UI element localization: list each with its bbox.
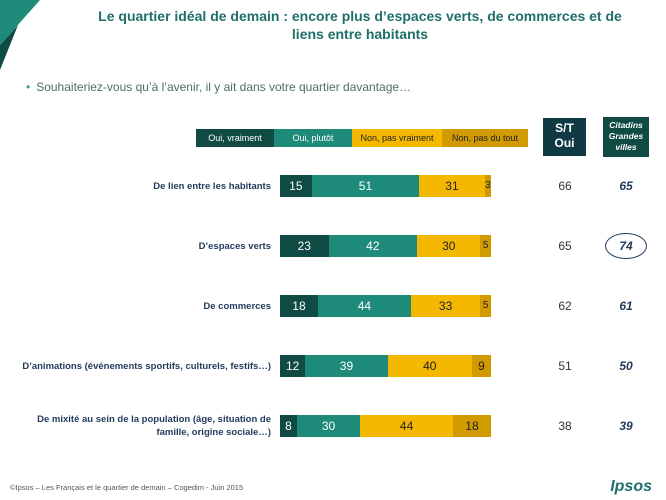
seg-oui-vraiment: 12 xyxy=(280,355,306,377)
category-label-line: De commerces xyxy=(203,300,271,312)
seg-oui-vraiment: 8 xyxy=(280,415,297,437)
seg-oui-plutot: 42 xyxy=(328,235,418,257)
corner-decoration xyxy=(0,0,40,70)
seg-oui-plutot: 30 xyxy=(296,415,361,437)
seg-oui-vraiment: 15 xyxy=(280,175,312,197)
citadins-header: Citadins Grandes villes xyxy=(603,117,649,157)
footer-text: ©Ipsos – Les Français et le quartier de … xyxy=(10,483,244,492)
bar-row: 15 51 31 3 xyxy=(280,175,491,197)
legend: Oui, vraiment Oui, plutôt Non, pas vraim… xyxy=(196,129,528,147)
st-oui-value: 65 xyxy=(558,239,572,253)
category-label: De lien entre les habitants xyxy=(6,180,271,193)
legend-item-oui-vraiment: Oui, vraiment xyxy=(196,129,274,147)
citadins-value: 61 xyxy=(619,299,633,313)
seg-non-pas-vraiment: 33 xyxy=(410,295,481,317)
seg-non-pas-du-tout: 5 xyxy=(480,235,491,257)
st-oui-value: 66 xyxy=(558,179,572,193)
category-label-line: D’animations (événements sportifs, cultu… xyxy=(22,360,271,372)
category-label: D’animations (événements sportifs, cultu… xyxy=(6,360,271,373)
seg-non-pas-du-tout: 9 xyxy=(471,355,491,377)
bar-row: 8 30 44 18 xyxy=(280,415,491,437)
st-oui-value: 38 xyxy=(558,419,572,433)
question-text: • Souhaiteriez-vous qu’à l’avenir, il y a… xyxy=(26,80,412,94)
st-oui-value: 62 xyxy=(558,299,572,313)
st-oui-value: 51 xyxy=(558,359,572,373)
citadins-value: 65 xyxy=(619,179,633,193)
bar-row: 23 42 30 5 xyxy=(280,235,491,257)
seg-non-pas-du-tout: 18 xyxy=(453,415,491,437)
seg-non-pas-du-tout: 5 xyxy=(480,295,491,317)
seg-non-pas-vraiment: 44 xyxy=(360,415,453,437)
bar-row: 12 39 40 9 xyxy=(280,355,491,377)
legend-item-oui-plutot: Oui, plutôt xyxy=(274,129,352,147)
category-label-line: famille, origine sociale…) xyxy=(156,427,271,438)
ipsos-logo: Ipsos xyxy=(610,478,652,495)
bar-row: 18 44 33 5 xyxy=(280,295,491,317)
category-label: De mixité au sein de la population (âge,… xyxy=(6,413,271,439)
category-label: D’espaces verts xyxy=(6,240,271,253)
highlight-circle xyxy=(605,233,647,259)
seg-non-pas-du-tout: 3 xyxy=(484,175,491,197)
seg-non-pas-vraiment: 40 xyxy=(387,355,472,377)
seg-oui-plutot: 39 xyxy=(305,355,388,377)
st-oui-header: S/T Oui xyxy=(543,118,586,156)
seg-non-pas-vraiment: 30 xyxy=(417,235,481,257)
seg-non-pas-vraiment: 31 xyxy=(419,175,485,197)
citadins-value: 39 xyxy=(619,419,633,433)
category-label-line: De lien entre les habitants xyxy=(153,180,271,192)
page-title: Le quartier idéal de demain : encore plu… xyxy=(98,8,622,42)
seg-oui-vraiment: 18 xyxy=(280,295,318,317)
category-label: De commerces xyxy=(6,300,271,313)
category-label-line: D’espaces verts xyxy=(198,240,271,252)
seg-oui-vraiment: 23 xyxy=(280,235,329,257)
seg-oui-plutot: 44 xyxy=(317,295,411,317)
legend-item-non-pas-du-tout: Non, pas du tout xyxy=(442,129,528,147)
legend-item-non-pas-vraiment: Non, pas vraiment xyxy=(352,129,442,147)
seg-oui-plutot: 51 xyxy=(311,175,420,197)
category-label-line: De mixité au sein de la population (âge,… xyxy=(37,414,271,425)
bullet-icon: • xyxy=(26,80,31,94)
citadins-value: 50 xyxy=(619,359,633,373)
